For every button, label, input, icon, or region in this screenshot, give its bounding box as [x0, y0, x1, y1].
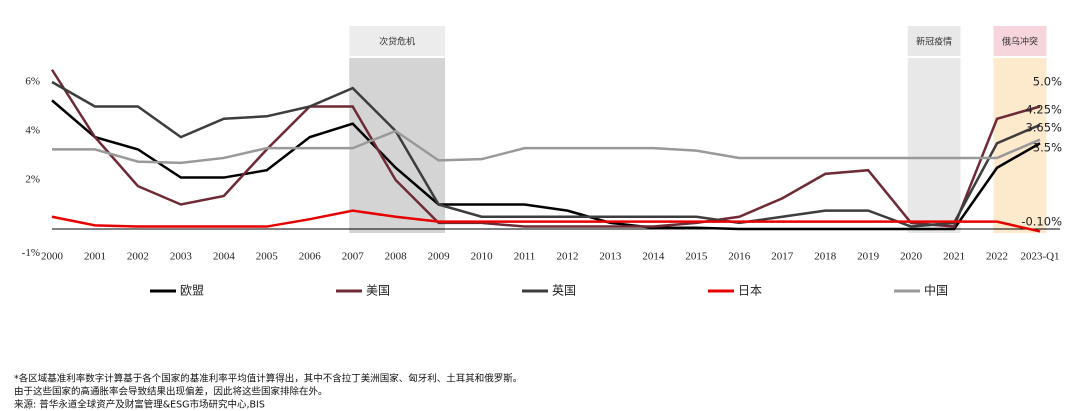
x-tick-label: 2007 [342, 251, 365, 263]
legend-label: 美国 [366, 284, 390, 298]
y-tick-label: 4% [25, 125, 40, 137]
x-tick-label: 2014 [642, 251, 665, 263]
end-label: 3.65% [1025, 121, 1062, 135]
x-tick-label: 2004 [213, 251, 236, 263]
y-tick-label: 2% [25, 174, 40, 186]
band-header [907, 26, 961, 56]
x-tick-label: 2015 [685, 251, 708, 263]
x-tick-label: 2022 [986, 251, 1008, 263]
x-tick-label: 2019 [857, 251, 880, 263]
x-tick-label: 2018 [814, 251, 837, 263]
x-tick-label: 2000 [41, 251, 64, 263]
series-line [52, 129, 1041, 165]
x-tick-label: 2023-Q1 [1020, 251, 1059, 263]
band-label: 新冠疫情 [916, 36, 952, 48]
x-tick-label: 2017 [771, 251, 794, 263]
shaded-band [349, 58, 446, 233]
shaded-band [907, 58, 961, 233]
legend-label: 中国 [924, 283, 948, 298]
x-tick-label: 2010 [471, 251, 494, 263]
y-tick-label: 6% [25, 76, 40, 88]
x-tick-label: 2016 [728, 251, 751, 263]
series-line [51, 80, 1041, 228]
x-tick-label: 2021 [943, 251, 965, 263]
x-tick-label: 2003 [170, 251, 193, 263]
end-label: 5.0% [1033, 75, 1062, 89]
legend-label: 英国 [552, 284, 576, 298]
x-tick-label: 2012 [556, 251, 578, 263]
x-tick-label: 2011 [514, 251, 536, 263]
end-label: -0.10% [1021, 215, 1062, 229]
end-label: 3.5% [1033, 141, 1062, 155]
x-tick-label: 2001 [84, 251, 106, 263]
x-tick-label: 2020 [900, 251, 923, 263]
band-header [349, 26, 446, 56]
x-tick-label: 2008 [385, 251, 408, 263]
band-label: 次贷危机 [379, 36, 415, 48]
legend-label: 欧盟 [180, 284, 204, 298]
series-line [51, 99, 1041, 231]
series-line [51, 209, 1041, 233]
band-label: 俄乌冲突 [1002, 36, 1038, 48]
legend-label: 日本 [738, 284, 762, 298]
series-line [50, 69, 1041, 228]
x-tick-label: 2006 [299, 251, 322, 263]
x-tick-label: 2002 [127, 251, 149, 263]
note: 由于这些国家的高通胀率会导致结果出现偏差，因此将这些国家排除在外。 [14, 386, 328, 398]
note: 来源: 普华永道全球资产及财富管理&ESG市场研究中心,BIS [14, 399, 265, 411]
y-tick-label: -1% [22, 247, 40, 259]
x-tick-label: 2005 [256, 251, 279, 263]
band-header [993, 26, 1047, 56]
end-label: 4.25% [1025, 103, 1062, 117]
note: *各区域基准利率数字计算基于各个国家的基准利率平均值计算得出，其中不含拉丁美洲国… [14, 373, 522, 385]
x-tick-label: 2009 [428, 251, 451, 263]
x-tick-label: 2013 [599, 251, 622, 263]
